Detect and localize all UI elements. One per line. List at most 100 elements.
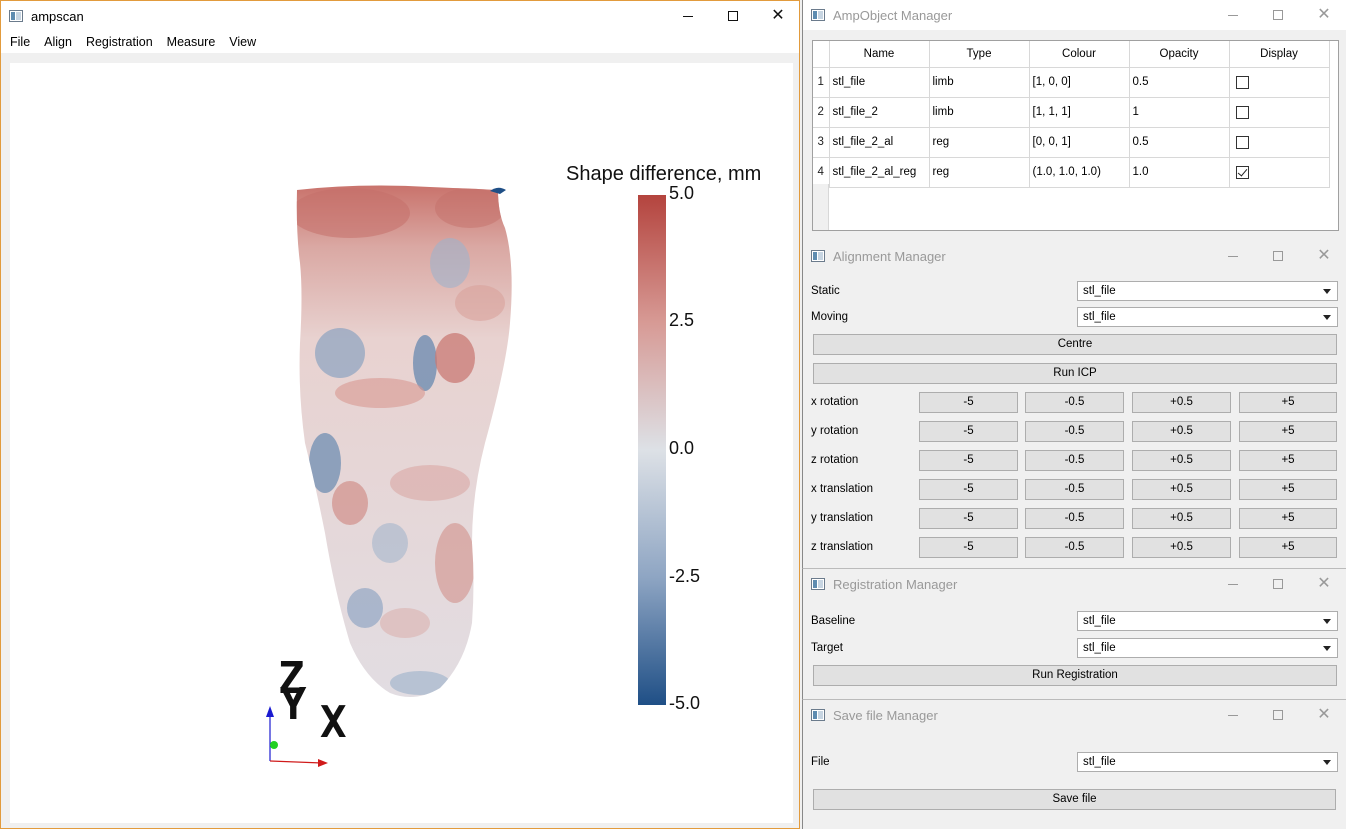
z-rotation-minus5-button[interactable]: -5	[919, 450, 1018, 471]
y-rotation-plus0.5-button[interactable]: +0.5	[1132, 421, 1231, 442]
render-canvas[interactable]: Shape difference, mm 5.0 2.5 0.0 -2.5 -5…	[10, 63, 793, 823]
alignment-titlebar[interactable]: Alignment Manager ✕	[803, 241, 1346, 271]
object-table[interactable]: Name Type Colour Opacity Display 1 stl_f…	[812, 40, 1339, 231]
col-header-opacity[interactable]: Opacity	[1129, 41, 1230, 68]
y-rotation-minus0.5-button[interactable]: -0.5	[1025, 421, 1124, 442]
cell-opacity[interactable]: 0.5	[1129, 127, 1230, 158]
menu-measure[interactable]: Measure	[166, 35, 216, 49]
x-rotation-plus5-button[interactable]: +5	[1239, 392, 1337, 413]
target-dropdown[interactable]: stl_file	[1077, 638, 1338, 658]
z-translation-minus0.5-button[interactable]: -0.5	[1025, 537, 1124, 558]
cell-colour[interactable]: (1.0, 1.0, 1.0)	[1029, 157, 1130, 188]
z-translation-minus5-button[interactable]: -5	[919, 537, 1018, 558]
x-rotation-minus5-button[interactable]: -5	[919, 392, 1018, 413]
maximize-button[interactable]	[1255, 0, 1301, 30]
y-translation-minus5-button[interactable]: -5	[919, 508, 1018, 529]
save-titlebar[interactable]: Save file Manager ✕	[803, 700, 1346, 730]
table-row[interactable]: 4 stl_file_2_al_reg reg (1.0, 1.0, 1.0) …	[813, 157, 1330, 188]
close-button[interactable]: ✕	[1301, 569, 1346, 599]
menu-align[interactable]: Align	[44, 35, 72, 49]
3d-viewport[interactable]: Shape difference, mm 5.0 2.5 0.0 -2.5 -5…	[10, 63, 793, 823]
x-rotation-plus0.5-button[interactable]: +0.5	[1132, 392, 1231, 413]
cell-opacity[interactable]: 1.0	[1129, 157, 1230, 188]
x-translation-plus0.5-button[interactable]: +0.5	[1132, 479, 1231, 500]
y-translation-plus0.5-button[interactable]: +0.5	[1132, 508, 1231, 529]
display-checkbox-checked[interactable]	[1235, 165, 1249, 179]
z-translation-plus0.5-button[interactable]: +0.5	[1132, 537, 1231, 558]
close-button[interactable]: ✕	[1301, 0, 1346, 30]
run-icp-button[interactable]: Run ICP	[813, 363, 1337, 384]
menu-view[interactable]: View	[229, 35, 257, 49]
maximize-button[interactable]	[1255, 569, 1301, 599]
cell-type[interactable]: limb	[929, 97, 1030, 128]
display-checkbox[interactable]	[1235, 75, 1249, 89]
cell-type[interactable]: limb	[929, 67, 1030, 98]
colorbar	[638, 195, 666, 705]
target-label: Target	[811, 642, 843, 654]
x-translation-plus5-button[interactable]: +5	[1239, 479, 1337, 500]
minimize-button[interactable]	[665, 1, 711, 31]
close-button[interactable]: ✕	[1301, 700, 1346, 730]
target-value: stl_file	[1083, 642, 1116, 654]
menu-bar: File Align Registration Measure View	[1, 31, 799, 53]
main-titlebar[interactable]: ampscan ✕	[1, 1, 799, 31]
cell-colour[interactable]: [0, 0, 1]	[1029, 127, 1130, 158]
display-checkbox[interactable]	[1235, 135, 1249, 149]
minimize-button[interactable]	[1210, 700, 1256, 730]
save-body: File stl_file Save file	[803, 730, 1346, 829]
axis-label-y: Y	[280, 679, 307, 730]
close-icon: ✕	[1317, 6, 1331, 23]
centre-button[interactable]: Centre	[813, 334, 1337, 355]
close-button[interactable]: ✕	[755, 1, 801, 31]
x-translation-minus5-button[interactable]: -5	[919, 479, 1018, 500]
ampobject-titlebar[interactable]: AmpObject Manager ✕	[803, 0, 1346, 30]
cell-type[interactable]: reg	[929, 127, 1030, 158]
run-registration-button[interactable]: Run Registration	[813, 665, 1337, 686]
display-checkbox[interactable]	[1235, 105, 1249, 119]
minimize-button[interactable]	[1210, 569, 1256, 599]
maximize-icon	[1273, 579, 1283, 589]
cell-colour[interactable]: [1, 0, 0]	[1029, 67, 1130, 98]
cell-type[interactable]: reg	[929, 157, 1030, 188]
static-dropdown[interactable]: stl_file	[1077, 281, 1338, 301]
maximize-button[interactable]	[1255, 700, 1301, 730]
registration-titlebar[interactable]: Registration Manager ✕	[803, 569, 1346, 599]
file-dropdown[interactable]: stl_file	[1077, 752, 1338, 772]
y-rotation-plus5-button[interactable]: +5	[1239, 421, 1337, 442]
table-row[interactable]: 3 stl_file_2_al reg [0, 0, 1] 0.5	[813, 127, 1330, 158]
cell-opacity[interactable]: 0.5	[1129, 67, 1230, 98]
moving-dropdown[interactable]: stl_file	[1077, 307, 1338, 327]
y-rotation-minus5-button[interactable]: -5	[919, 421, 1018, 442]
y-translation-plus5-button[interactable]: +5	[1239, 508, 1337, 529]
y-translation-label: y translation	[811, 512, 874, 524]
col-header-type[interactable]: Type	[929, 41, 1030, 68]
col-header-name[interactable]: Name	[829, 41, 930, 68]
table-row[interactable]: 2 stl_file_2 limb [1, 1, 1] 1	[813, 97, 1330, 128]
z-rotation-minus0.5-button[interactable]: -0.5	[1025, 450, 1124, 471]
cell-name[interactable]: stl_file	[829, 67, 930, 98]
minimize-button[interactable]	[1210, 241, 1256, 271]
x-rotation-minus0.5-button[interactable]: -0.5	[1025, 392, 1124, 413]
baseline-value: stl_file	[1083, 615, 1116, 627]
col-header-colour[interactable]: Colour	[1029, 41, 1130, 68]
minimize-button[interactable]	[1210, 0, 1256, 30]
table-row[interactable]: 1 stl_file limb [1, 0, 0] 0.5	[813, 67, 1330, 98]
menu-registration[interactable]: Registration	[85, 35, 153, 49]
cell-opacity[interactable]: 1	[1129, 97, 1230, 128]
cell-name[interactable]: stl_file_2_al	[829, 127, 930, 158]
col-header-display[interactable]: Display	[1229, 41, 1330, 68]
cell-colour[interactable]: [1, 1, 1]	[1029, 97, 1130, 128]
cell-name[interactable]: stl_file_2	[829, 97, 930, 128]
baseline-dropdown[interactable]: stl_file	[1077, 611, 1338, 631]
y-translation-minus0.5-button[interactable]: -0.5	[1025, 508, 1124, 529]
menu-file[interactable]: File	[10, 35, 31, 49]
x-translation-minus0.5-button[interactable]: -0.5	[1025, 479, 1124, 500]
save-file-button[interactable]: Save file	[813, 789, 1336, 810]
z-translation-plus5-button[interactable]: +5	[1239, 537, 1337, 558]
maximize-button[interactable]	[1255, 241, 1301, 271]
close-button[interactable]: ✕	[1301, 241, 1346, 271]
z-rotation-plus0.5-button[interactable]: +0.5	[1132, 450, 1231, 471]
maximize-button[interactable]	[710, 1, 756, 31]
cell-name[interactable]: stl_file_2_al_reg	[829, 157, 930, 188]
z-rotation-plus5-button[interactable]: +5	[1239, 450, 1337, 471]
